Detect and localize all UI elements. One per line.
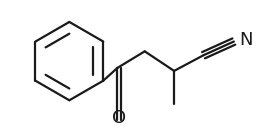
Text: N: N <box>240 31 253 49</box>
Text: O: O <box>112 109 126 127</box>
